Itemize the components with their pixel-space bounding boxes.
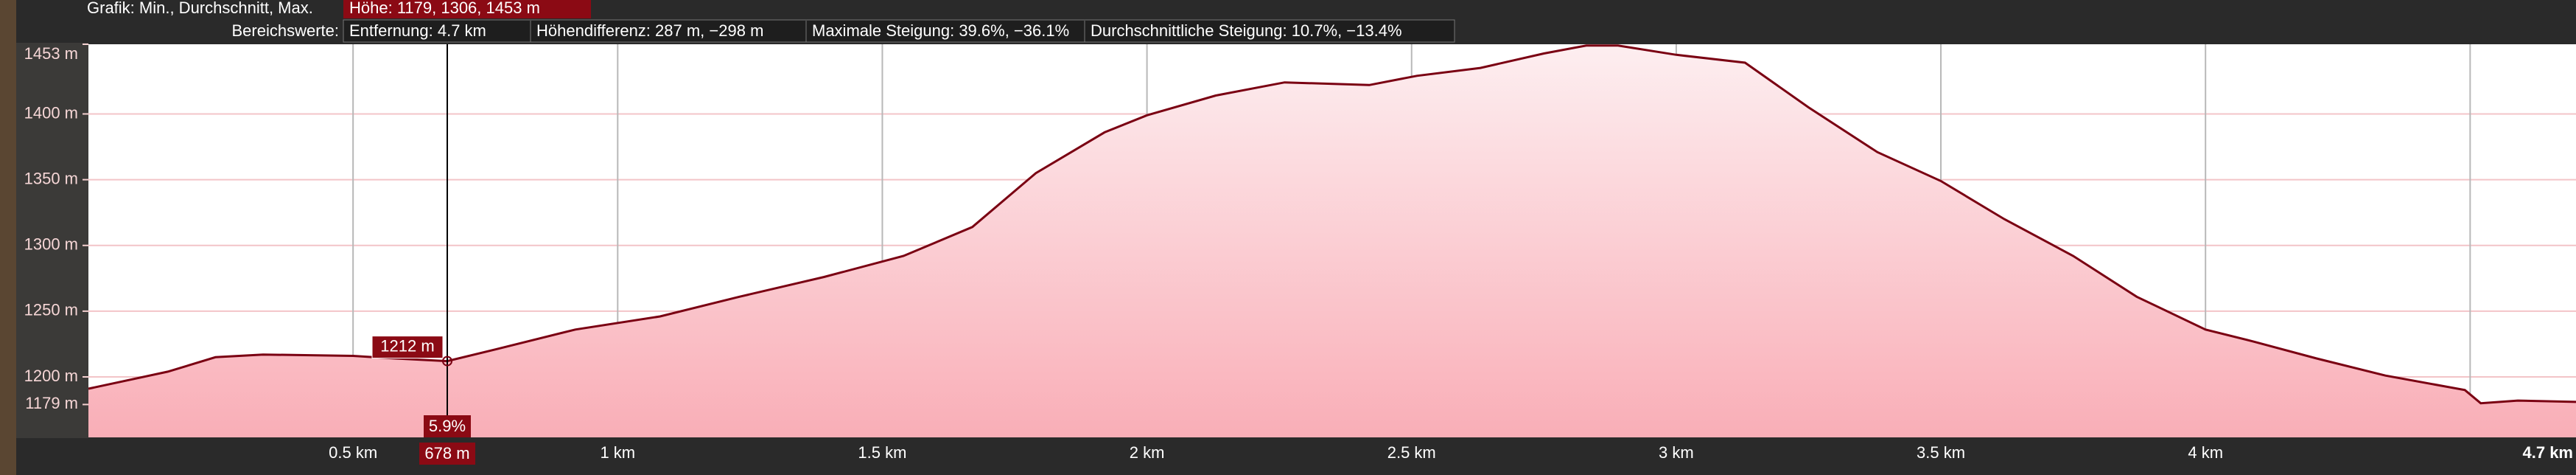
- x-tick-label: 0.5 km: [329, 443, 377, 462]
- axes: 1453 m 1400 m 1350 m 1300 m 1250 m 1200 m 1179…: [24, 44, 2573, 462]
- y-tick-label: 1179 m: [25, 394, 78, 412]
- y-tick-label: 1300 m: [24, 235, 78, 254]
- y-tick-label: 1250 m: [24, 301, 78, 319]
- distance-label: 678 m: [424, 444, 469, 462]
- elevation-box: [371, 336, 444, 359]
- header-label: Grafik: Min., Durchschnitt, Max.: [87, 0, 313, 17]
- elevation-label: 1212 m: [380, 336, 434, 355]
- series: [88, 44, 2576, 438]
- header-value: Höhe: 1179, 1306, 1453 m: [349, 0, 540, 17]
- range-item: Durchschnittliche Steigung: 10.7%, −13.4…: [1091, 21, 1402, 40]
- x-tick-label: 1 km: [600, 443, 635, 462]
- header-range-box: [343, 19, 1455, 43]
- y-tick-label: 1350 m: [24, 169, 78, 187]
- elevation-line: [88, 44, 2576, 405]
- x-tick-label: 4 km: [2188, 443, 2223, 462]
- range-label: Bereichswerte:: [231, 21, 339, 40]
- y-tick-label: 1453 m: [24, 44, 78, 63]
- range-item: Höhendifferenz: 287 m, −298 m: [536, 21, 763, 40]
- slope-box: [424, 415, 472, 437]
- slope-label: 5.9%: [429, 417, 466, 435]
- cursor-point: [442, 356, 453, 367]
- x-tick-label: 3 km: [1659, 443, 1694, 462]
- x-tick-label: 3.5 km: [1917, 443, 1965, 462]
- x-tick-label: 2.5 km: [1387, 443, 1436, 462]
- range-items: Entfernung: 4.7 km Höhendifferenz: 287 m,…: [349, 21, 1402, 42]
- y-tick-label: 1400 m: [24, 103, 78, 122]
- x-tick-label: 1.5 km: [858, 443, 906, 462]
- left-edge: [0, 0, 16, 475]
- y-tick-label: 1200 m: [24, 367, 78, 385]
- range-item: Maximale Steigung: 39.6%, −36.1%: [812, 21, 1069, 40]
- distance-box: [419, 443, 476, 465]
- x-tick-label: 4.7 km: [2523, 443, 2574, 462]
- header-value-box: [343, 0, 591, 18]
- cursor: 1212 m 5.9% 678 m: [371, 44, 476, 465]
- range-item: Entfernung: 4.7 km: [349, 21, 486, 40]
- x-tick-label: 2 km: [1130, 443, 1165, 462]
- area-fill: [88, 45, 2576, 438]
